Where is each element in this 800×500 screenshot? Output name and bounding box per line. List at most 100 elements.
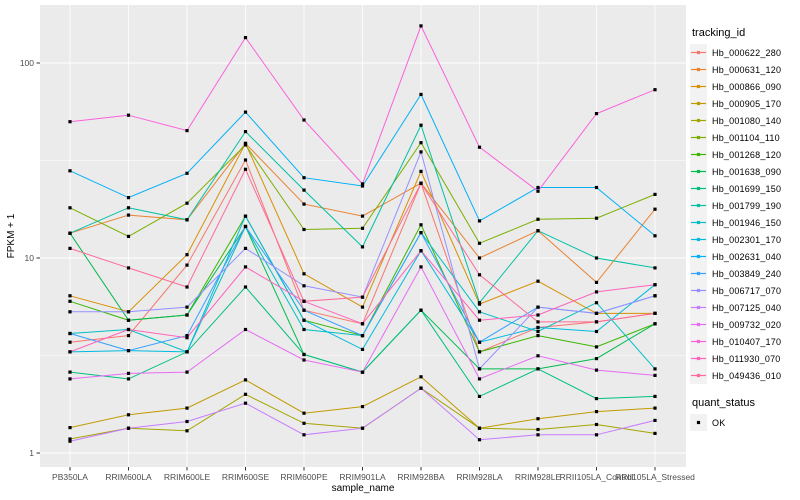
legend-item-Hb_001946_150: Hb_001946_150 xyxy=(690,214,800,231)
legend-item-Hb_001699_150: Hb_001699_150 xyxy=(690,180,800,197)
data-point-marker xyxy=(185,313,189,317)
data-point-marker xyxy=(419,123,423,127)
data-point-marker xyxy=(243,378,248,382)
data-point-marker xyxy=(185,406,189,410)
legend-key-swatch xyxy=(690,316,707,333)
data-point-marker xyxy=(360,426,365,430)
data-point-marker xyxy=(419,181,423,185)
y-tick-label: 100 xyxy=(20,58,34,68)
data-point-marker xyxy=(243,265,248,269)
data-point-marker xyxy=(243,392,248,396)
legend-item-label: Hb_000866_090 xyxy=(712,81,782,92)
data-point-marker xyxy=(419,92,423,96)
data-point-marker xyxy=(419,386,423,390)
legend-key-swatch xyxy=(690,129,707,146)
legend-item-quant-OK: OK xyxy=(690,414,800,431)
legend-item-label: Hb_000622_280 xyxy=(712,47,782,58)
data-point-marker xyxy=(360,334,365,338)
x-axis-title: sample_name xyxy=(332,483,395,494)
data-point-marker xyxy=(360,245,365,249)
data-point-marker xyxy=(68,246,72,250)
x-tick-label: RRIM600LA xyxy=(105,472,152,482)
data-point-marker xyxy=(536,279,540,283)
legend-item-label: Hb_010407_170 xyxy=(712,336,782,347)
data-point-marker xyxy=(477,310,482,314)
data-point-marker xyxy=(68,377,72,381)
data-point-marker xyxy=(477,394,482,398)
x-tick-label: RRIM928BA xyxy=(397,472,445,482)
legend-key-swatch xyxy=(690,163,707,180)
legend-item-Hb_001799_190: Hb_001799_190 xyxy=(690,197,800,214)
data-point-marker xyxy=(360,182,365,186)
data-point-marker xyxy=(653,418,657,422)
legend-key-point xyxy=(696,67,701,72)
data-point-marker xyxy=(68,231,72,235)
x-tick-label: RRIM928LA xyxy=(456,472,503,482)
legend-item-label: Hb_002631_040 xyxy=(712,251,782,262)
data-point-marker xyxy=(419,141,423,145)
legend-item-Hb_009732_020: Hb_009732_020 xyxy=(690,316,800,333)
legend-key-point xyxy=(696,50,701,55)
data-point-marker xyxy=(68,206,72,210)
legend-key-swatch xyxy=(690,414,707,431)
data-point-marker xyxy=(185,429,189,433)
legend-key-point xyxy=(696,305,701,310)
legend-item-Hb_002301_170: Hb_002301_170 xyxy=(690,231,800,248)
data-point-marker xyxy=(477,350,482,354)
legend-item-label: Hb_001104_110 xyxy=(712,132,780,143)
data-point-marker xyxy=(185,370,189,374)
data-point-marker xyxy=(68,437,72,441)
legend-title-quant-status: quant_status xyxy=(692,397,755,409)
data-point-marker xyxy=(594,311,599,315)
data-point-marker xyxy=(360,295,365,299)
x-tick-label: RRII105LA_Stressed xyxy=(615,472,695,482)
data-point-marker xyxy=(536,217,540,221)
legend-key-swatch xyxy=(690,146,707,163)
data-point-marker xyxy=(594,185,599,190)
data-point-marker xyxy=(302,308,306,312)
data-point-marker xyxy=(477,145,482,149)
data-point-marker xyxy=(126,318,131,322)
data-point-marker xyxy=(653,431,657,435)
data-point-marker xyxy=(477,426,482,430)
data-point-marker xyxy=(243,110,248,114)
legend-item-label: Hb_000905_170 xyxy=(712,98,782,109)
data-point-marker xyxy=(68,120,72,124)
data-point-marker xyxy=(243,214,248,218)
data-point-marker xyxy=(302,352,306,357)
data-point-marker xyxy=(302,433,306,437)
data-point-marker xyxy=(419,169,423,173)
data-point-marker xyxy=(536,305,540,309)
data-point-marker xyxy=(536,433,540,437)
legend-item-Hb_007125_040: Hb_007125_040 xyxy=(690,299,800,316)
legend-key-swatch xyxy=(690,350,707,367)
data-point-marker xyxy=(360,214,365,218)
data-point-marker xyxy=(653,322,657,326)
data-point-marker xyxy=(653,266,657,270)
data-point-marker xyxy=(594,112,599,116)
data-point-marker xyxy=(653,367,657,371)
x-tick-label: RRIM600LE xyxy=(164,472,211,482)
legend-key-point xyxy=(696,220,701,225)
data-point-marker xyxy=(477,273,482,277)
legend-key-point xyxy=(696,203,701,208)
legend-key-swatch xyxy=(690,214,707,231)
legend-item-Hb_002631_040: Hb_002631_040 xyxy=(690,248,800,265)
data-point-marker xyxy=(594,320,599,324)
legend-item-label: Hb_001080_140 xyxy=(712,115,782,126)
data-point-marker xyxy=(419,231,423,235)
data-point-marker xyxy=(126,234,131,238)
data-point-marker xyxy=(536,313,540,317)
legend-item-label: Hb_001268_120 xyxy=(712,149,782,160)
data-point-marker xyxy=(68,426,72,430)
legend-key-swatch xyxy=(690,61,707,78)
legend-key-swatch xyxy=(690,197,707,214)
legend-item-label: Hb_001799_190 xyxy=(712,200,782,211)
y-tick-label: 10 xyxy=(25,253,35,263)
data-point-marker xyxy=(360,370,365,374)
data-point-marker xyxy=(477,367,482,371)
data-point-marker xyxy=(302,284,306,288)
data-point-marker xyxy=(477,377,482,381)
data-point-marker xyxy=(419,249,423,253)
